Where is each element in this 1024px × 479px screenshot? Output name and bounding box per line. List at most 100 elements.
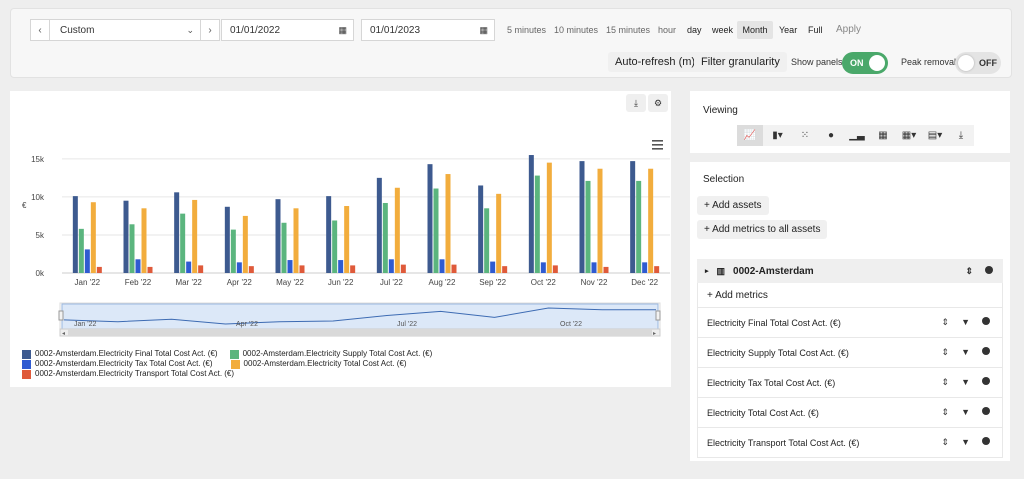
bar[interactable] <box>293 208 299 273</box>
bar[interactable] <box>534 175 540 273</box>
remove-icon[interactable] <box>985 265 993 274</box>
scroll-right-icon[interactable]: ▸ <box>653 331 656 337</box>
bar[interactable] <box>135 259 141 273</box>
granularity-week[interactable]: week <box>712 25 734 35</box>
granularity-month[interactable]: Month <box>737 21 773 39</box>
sort-icon[interactable]: ⇕ <box>941 317 950 327</box>
bar[interactable] <box>78 228 84 273</box>
pie-chart-icon[interactable]: ● <box>818 125 844 146</box>
bar[interactable] <box>502 266 508 273</box>
legend-item[interactable]: 0002-Amsterdam.Electricity Supply Total … <box>229 349 432 359</box>
next-period-button[interactable]: › <box>200 19 220 41</box>
bar[interactable] <box>603 266 609 273</box>
sort-icon[interactable]: ⇕ <box>941 407 950 417</box>
bar[interactable] <box>496 193 502 273</box>
bar[interactable] <box>388 259 394 273</box>
apply-button[interactable]: Apply <box>836 24 862 35</box>
bar[interactable] <box>287 260 293 273</box>
chart-menu-icon[interactable] <box>652 140 663 150</box>
legend-item[interactable]: 0002-Amsterdam.Electricity Tax Total Cos… <box>22 359 213 369</box>
download-icon[interactable]: ⤓ <box>626 94 646 112</box>
granularity-day[interactable]: day <box>687 25 702 35</box>
end-date-field[interactable]: 01/01/2023 ▦ <box>361 19 495 41</box>
signal-icon[interactable]: ▁▃ <box>844 125 870 146</box>
bar[interactable] <box>579 161 585 273</box>
caret-right-icon[interactable]: ▸ <box>705 268 709 275</box>
bar[interactable] <box>332 220 338 273</box>
sort-icon[interactable]: ⇕ <box>941 437 950 447</box>
metric-row[interactable]: Electricity Tax Total Cost Act. (€) ⇕ ▼ <box>698 367 1002 397</box>
bar[interactable] <box>427 164 433 273</box>
show-panels-toggle[interactable]: ON <box>842 52 888 74</box>
granularity-5-minutes[interactable]: 5 minutes <box>507 25 547 35</box>
bar[interactable] <box>326 196 332 273</box>
gear-icon[interactable]: ⚙ <box>648 94 668 112</box>
bar[interactable] <box>248 266 254 273</box>
heatmap-icon[interactable]: ▦ <box>870 125 896 146</box>
metric-row[interactable]: Electricity Transport Total Cost Act. (€… <box>698 427 1002 457</box>
granularity-10-minutes[interactable]: 10 minutes <box>554 25 599 35</box>
bar[interactable] <box>338 260 344 273</box>
bar[interactable] <box>636 180 642 273</box>
filter-icon[interactable]: ▼ <box>961 407 970 417</box>
filter-icon[interactable]: ▼ <box>961 437 970 447</box>
bar[interactable] <box>382 202 388 273</box>
metric-row[interactable]: Electricity Final Total Cost Act. (€) ⇕ ▼ <box>698 307 1002 337</box>
bar[interactable] <box>552 265 558 273</box>
bar[interactable] <box>478 185 484 273</box>
navigator-handle-right[interactable] <box>655 310 661 321</box>
bar[interactable] <box>147 266 153 273</box>
grid-view-icon[interactable]: ▦▾ <box>896 125 922 146</box>
auto-refresh-button[interactable]: Auto-refresh (m) <box>608 52 703 72</box>
bar[interactable] <box>242 215 248 273</box>
bar[interactable] <box>540 262 546 273</box>
scroll-left-icon[interactable]: ◂ <box>62 331 65 337</box>
sort-icon[interactable]: ⇕ <box>941 377 950 387</box>
legend-item[interactable]: 0002-Amsterdam.Electricity Transport Tot… <box>22 369 234 379</box>
peak-removal-toggle[interactable]: OFF <box>955 52 1001 74</box>
bar[interactable] <box>546 162 552 273</box>
filter-granularity-button[interactable]: Filter granularity <box>694 52 787 72</box>
sort-icon[interactable]: ⇕ <box>941 347 950 357</box>
bar[interactable] <box>400 264 406 273</box>
bar[interactable] <box>224 206 230 273</box>
bar[interactable] <box>642 262 648 273</box>
bar[interactable] <box>96 266 102 273</box>
calendar-icon[interactable]: ▦ <box>479 24 488 35</box>
asset-row[interactable]: ▸ ▥ 0002-Amsterdam ⇕ <box>697 259 1003 283</box>
prev-period-button[interactable]: ‹ <box>30 19 50 41</box>
bar[interactable] <box>654 266 660 273</box>
table-icon[interactable]: ▤▾ <box>922 125 948 146</box>
bar[interactable] <box>123 200 129 273</box>
bar[interactable] <box>528 155 534 273</box>
bar[interactable] <box>84 249 90 273</box>
legend-item[interactable]: 0002-Amsterdam.Electricity Total Cost Ac… <box>230 359 407 369</box>
bar[interactable] <box>490 261 496 273</box>
granularity-hour[interactable]: hour <box>658 25 677 35</box>
bar[interactable] <box>394 187 400 273</box>
start-date-field[interactable]: 01/01/2022 ▦ <box>221 19 354 41</box>
bar-chart-icon[interactable]: ▮▾ <box>763 125 792 146</box>
range-select[interactable]: Custom ⌄ <box>49 19 201 41</box>
bar[interactable] <box>591 262 597 273</box>
bar[interactable] <box>648 168 654 273</box>
granularity-full[interactable]: Full <box>808 25 823 35</box>
bar[interactable] <box>445 174 451 273</box>
granularity-year[interactable]: Year <box>779 25 798 35</box>
bar[interactable] <box>630 161 636 273</box>
remove-icon[interactable] <box>982 317 990 325</box>
granularity-15-minutes[interactable]: 15 minutes <box>606 25 651 35</box>
range-navigator[interactable]: ◂ ▸ Jan '22 Apr '22 Jul '22 Oct '22 <box>58 302 661 337</box>
bar[interactable] <box>141 208 147 273</box>
bar[interactable] <box>597 168 603 273</box>
remove-icon[interactable] <box>982 407 990 415</box>
bar[interactable] <box>90 202 96 273</box>
bar[interactable] <box>174 192 180 273</box>
bar[interactable] <box>585 180 591 273</box>
bar[interactable] <box>275 199 281 273</box>
bar[interactable] <box>433 188 439 273</box>
scatter-icon[interactable]: ⁙ <box>792 125 818 146</box>
filter-icon[interactable]: ▼ <box>961 347 970 357</box>
remove-icon[interactable] <box>982 377 990 385</box>
sort-icon[interactable]: ⇕ <box>965 265 973 276</box>
